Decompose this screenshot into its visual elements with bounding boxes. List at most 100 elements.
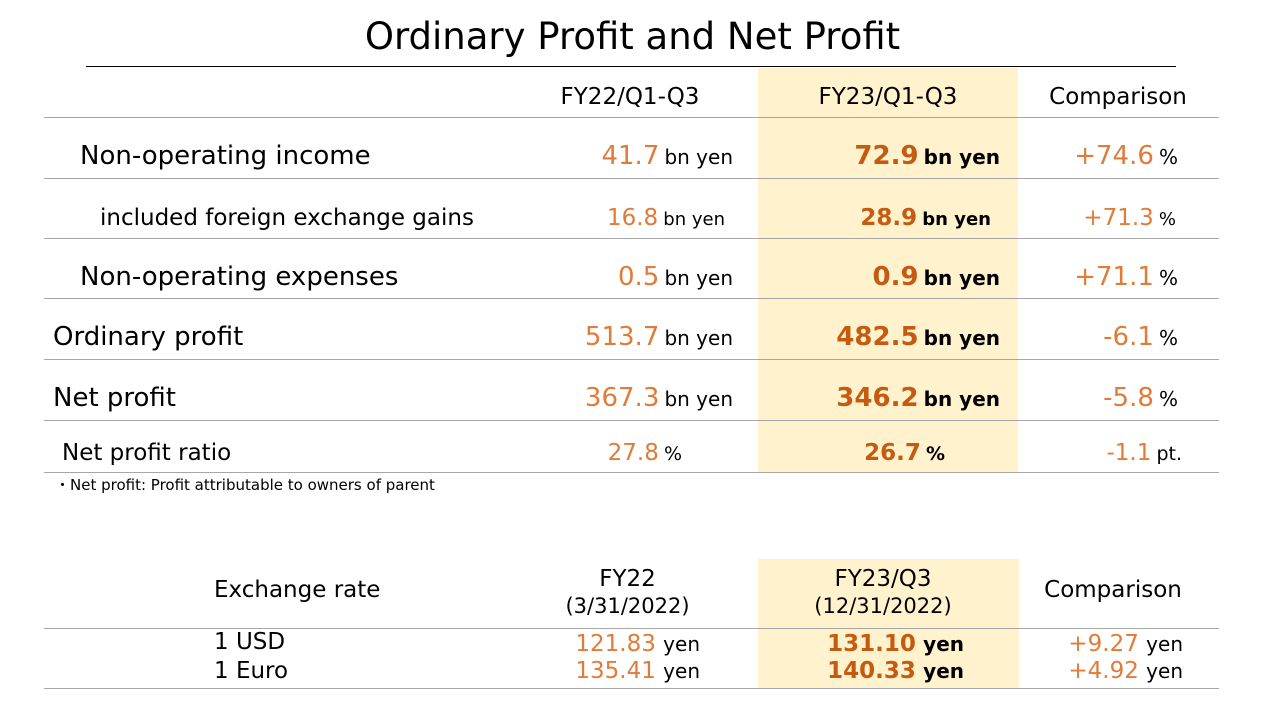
table-row: 72.9 bn yen: [800, 139, 1000, 176]
footnote: ・Net profit: Profit attributable to owne…: [55, 476, 435, 494]
exchange-rate-label: Exchange rate: [214, 577, 381, 603]
table-row: 0.5 bn yen: [533, 260, 733, 297]
row-label-fx-gains: included foreign exchange gains: [100, 205, 474, 231]
fy22-unit: yen: [663, 659, 700, 683]
col-header-fy23: FY23/Q1-Q3: [818, 84, 958, 110]
fy23-unit: bn yen: [922, 209, 991, 230]
fy23-value: 28.9: [860, 205, 918, 231]
fy22-value: 367.3: [584, 383, 660, 413]
table-rule: [44, 628, 1219, 629]
comparison-unit: pt.: [1156, 443, 1182, 465]
fy22-unit: bn yen: [664, 145, 733, 169]
fy23q3-date: (12/31/2022): [814, 594, 952, 618]
comparison-value: +74.6: [1074, 141, 1154, 171]
comparison-value: +71.1: [1074, 262, 1154, 292]
table-row: +9.27 yen: [983, 630, 1183, 658]
fy22-value: 513.7: [584, 322, 660, 352]
fy22-unit: yen: [663, 632, 700, 656]
page-title: Ordinary Profit and Net Profit: [364, 15, 901, 58]
comparison-unit: yen: [1146, 632, 1183, 656]
fy23-unit: %: [925, 443, 945, 465]
title-divider: [86, 66, 1176, 67]
fy23-rate: 140.33: [827, 658, 916, 684]
table-row: 16.8 bn yen: [525, 201, 725, 237]
comparison-rate: +9.27: [1068, 631, 1139, 657]
fy23-value: 0.9: [872, 262, 919, 292]
table-row: 41.7 bn yen: [533, 139, 733, 176]
row-label-net-profit-ratio: Net profit ratio: [62, 440, 232, 466]
row-label-non-operating-expenses: Non-operating expenses: [80, 262, 399, 292]
table-row: 482.5 bn yen: [800, 320, 1000, 357]
table-row: 131.10 yen: [764, 630, 964, 658]
fy22-value: 41.7: [601, 141, 660, 171]
fy22-rate: 121.83: [575, 631, 656, 657]
fy23-unit: bn yen: [923, 326, 1000, 350]
fy23-exchange-highlight: [758, 559, 1019, 689]
comparison-value: -1.1: [1106, 440, 1152, 466]
table-row: 513.7 bn yen: [533, 320, 733, 357]
fy22-unit: bn yen: [664, 387, 733, 411]
col-header-fy22: FY22 (3/31/2022): [520, 566, 735, 620]
table-rule: [44, 238, 1219, 239]
comparison-unit: %: [1158, 209, 1176, 230]
table-row: +71.3 %: [976, 201, 1176, 237]
col-header-comparison: Comparison: [1044, 577, 1182, 603]
fy22-value: 0.5: [618, 262, 660, 292]
table-row: 26.7 %: [745, 436, 945, 472]
fy22-rate: 135.41: [575, 658, 656, 684]
table-rule: [44, 420, 1219, 421]
col-header-comparison: Comparison: [1049, 84, 1187, 110]
comparison-value: -6.1: [1103, 322, 1154, 352]
fy23-rate: 131.10: [827, 631, 916, 657]
col-header-fy22: FY22/Q1-Q3: [560, 84, 700, 110]
table-row: 27.8 %: [482, 436, 682, 472]
comparison-unit: %: [1158, 387, 1178, 411]
fy22-value: 16.8: [606, 205, 659, 231]
comparison-rate: +4.92: [1068, 658, 1139, 684]
fy22-date: (3/31/2022): [565, 594, 690, 618]
table-row: 28.9 bn yen: [791, 201, 991, 237]
table-rule: [44, 178, 1219, 179]
table-row: 140.33 yen: [764, 657, 964, 685]
table-row: +4.92 yen: [983, 657, 1183, 685]
row-label-ordinary-profit: Ordinary profit: [53, 322, 244, 352]
fy23-unit: yen: [923, 632, 964, 656]
comparison-unit: %: [1158, 145, 1178, 169]
comparison-unit: %: [1158, 266, 1178, 290]
fy23-value: 346.2: [836, 383, 919, 413]
table-row: +71.1 %: [978, 260, 1178, 297]
table-row: -1.1 pt.: [982, 436, 1182, 472]
fy22-title: FY22: [599, 566, 656, 592]
table-row: 0.9 bn yen: [800, 260, 1000, 297]
fy22-unit: bn yen: [664, 326, 733, 350]
comparison-unit: %: [1158, 326, 1178, 350]
table-row: 135.41 yen: [500, 657, 700, 685]
fy22-unit: bn yen: [663, 209, 725, 230]
fy23q3-title: FY23/Q3: [834, 566, 932, 592]
table-rule: [44, 117, 1219, 118]
table-rule: [44, 472, 1219, 473]
comparison-unit: yen: [1146, 659, 1183, 683]
table-row: 367.3 bn yen: [533, 381, 733, 418]
col-header-fy23q3: FY23/Q3 (12/31/2022): [758, 566, 1008, 620]
fy22-unit: bn yen: [664, 266, 733, 290]
table-row: 346.2 bn yen: [800, 381, 1000, 418]
table-rule: [44, 298, 1219, 299]
row-label-net-profit: Net profit: [53, 383, 177, 413]
fy23-value: 26.7: [864, 440, 921, 466]
table-row: -6.1 %: [978, 320, 1178, 357]
fy23-value: 482.5: [836, 322, 919, 352]
comparison-value: +71.3: [1083, 205, 1154, 231]
table-row: +74.6 %: [978, 139, 1178, 176]
fy23-unit: yen: [923, 659, 964, 683]
table-rule: [44, 688, 1219, 689]
table-row: 121.83 yen: [500, 630, 700, 658]
row-label-usd: 1 USD: [214, 629, 286, 655]
fy23-unit: bn yen: [923, 145, 1000, 169]
table-rule: [44, 359, 1219, 360]
table-row: -5.8 %: [978, 381, 1178, 418]
fy22-unit: %: [663, 443, 682, 465]
row-label-non-operating-income: Non-operating income: [80, 141, 371, 171]
fy22-value: 27.8: [607, 440, 659, 466]
row-label-euro: 1 Euro: [214, 658, 289, 684]
